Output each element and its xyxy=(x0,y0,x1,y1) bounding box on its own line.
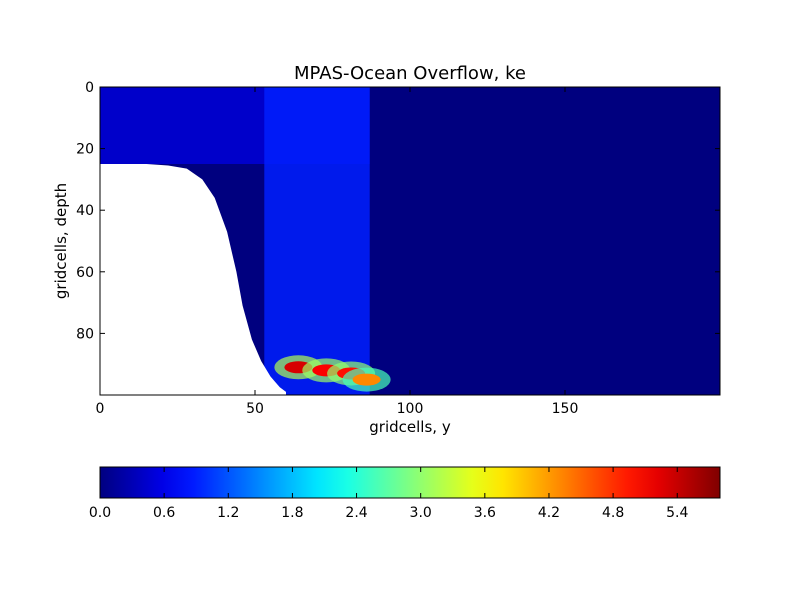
x-axis-label: gridcells, y xyxy=(369,418,451,436)
y-tick-label: 20 xyxy=(76,142,94,158)
chart-title: MPAS-Ocean Overflow, ke xyxy=(294,63,526,84)
colorbar-tick-label: 4.8 xyxy=(602,505,624,521)
colorbar-tick-label: 1.8 xyxy=(281,505,303,521)
y-tick-label: 0 xyxy=(85,80,94,96)
y-tick-label: 40 xyxy=(76,203,94,219)
x-tick-label: 0 xyxy=(96,401,105,417)
colorbar-tick-label: 4.2 xyxy=(538,505,560,521)
colorbar-tick-label: 0.6 xyxy=(153,505,175,521)
plume-core-5 xyxy=(352,373,381,386)
colorbar-tick-label: 3.6 xyxy=(474,505,496,521)
y-tick-label: 80 xyxy=(76,326,94,342)
colorbar-tick-label: 3.0 xyxy=(410,505,432,521)
x-tick-label: 100 xyxy=(397,401,424,417)
colorbar-tick-label: 2.4 xyxy=(345,505,367,521)
colorbar-ticks: 0.0 0.6 1.2 1.8 2.4 3.0 3.6 4.2 4.8 5.4 xyxy=(89,467,688,521)
y-axis-ticks: 0 20 40 60 80 xyxy=(76,80,720,342)
colorbar-tick-label: 0.0 xyxy=(89,505,111,521)
colorbar-tick-label: 1.2 xyxy=(217,505,239,521)
colorbar-frame xyxy=(99,466,721,499)
plot-area xyxy=(100,87,720,395)
x-axis-ticks: 0 50 100 150 xyxy=(96,87,579,417)
y-tick-label: 60 xyxy=(76,265,94,281)
heatmap-cells xyxy=(100,87,391,395)
x-tick-label: 50 xyxy=(246,401,264,417)
colorbar: 0.0 0.6 1.2 1.8 2.4 3.0 3.6 4.2 4.8 5.4 xyxy=(89,466,721,521)
heatmap-band-1 xyxy=(264,87,370,395)
colorbar-tick-label: 5.4 xyxy=(666,505,688,521)
colorbar-gradient xyxy=(100,467,720,498)
x-tick-label: 150 xyxy=(552,401,579,417)
bathymetry-region xyxy=(100,164,286,395)
y-axis-label: gridcells, depth xyxy=(52,183,70,299)
